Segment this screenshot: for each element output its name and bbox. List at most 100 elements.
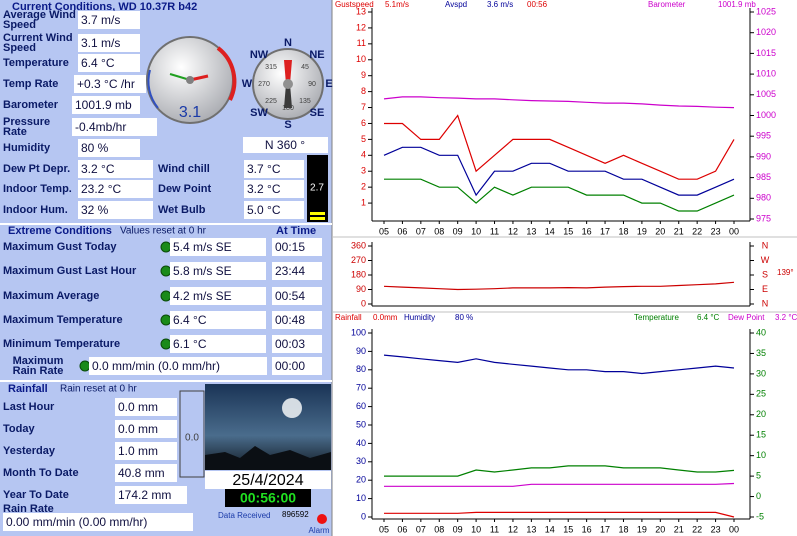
label: Indoor Temp. bbox=[3, 183, 72, 195]
label-box: Temp Rate bbox=[3, 79, 58, 90]
y2-tick-label: 980 bbox=[756, 193, 771, 203]
value: 3.2 °C bbox=[247, 182, 281, 196]
rain-gauge bbox=[179, 390, 205, 478]
value: 3.7 m/s bbox=[81, 13, 120, 27]
bar-value: 2.7 bbox=[310, 183, 324, 194]
value-box bbox=[78, 201, 153, 219]
value: 0.00 mm/min (0.00 mm/hr) bbox=[6, 515, 147, 529]
compass-degree: 90 bbox=[308, 81, 316, 88]
label-box: Yesterday bbox=[3, 446, 55, 457]
compass-degree: 225 bbox=[265, 98, 277, 105]
label-box: Dew Point bbox=[158, 184, 211, 195]
label: Pressure Rate bbox=[3, 116, 51, 138]
y-tick-label: 60 bbox=[356, 401, 366, 411]
label-box: Last Hour bbox=[3, 402, 54, 413]
direction-label: 139° bbox=[777, 268, 794, 277]
section-subtitle: Values reset at 0 hr bbox=[120, 226, 207, 237]
x-tick-label: 13 bbox=[526, 226, 536, 236]
label: Barometer bbox=[3, 99, 59, 111]
label: Rain Rate bbox=[3, 503, 54, 515]
label-box: Humidity bbox=[3, 143, 50, 154]
x-tick-label: 16 bbox=[582, 226, 592, 236]
value-box bbox=[115, 464, 177, 482]
value-box bbox=[78, 54, 140, 72]
header-label: Dew Point bbox=[728, 313, 765, 322]
y-tick-label: 270 bbox=[351, 255, 366, 265]
section-header: At Time bbox=[276, 225, 316, 237]
value: 23.2 °C bbox=[81, 182, 121, 196]
tree-line bbox=[205, 446, 331, 470]
value-box bbox=[89, 357, 267, 375]
value: 32 % bbox=[81, 203, 109, 217]
value-box bbox=[115, 420, 177, 438]
x-tick-label: 00 bbox=[729, 226, 739, 236]
value: 4.2 m/s SE bbox=[173, 289, 232, 303]
value: 3.2 °C bbox=[81, 162, 115, 176]
panel-title: Current Conditions, WD 10.37R b42 bbox=[12, 1, 197, 13]
series-line bbox=[383, 354, 735, 375]
value: 5.4 m/s SE bbox=[173, 240, 232, 254]
x-tick-label: 12 bbox=[508, 226, 518, 236]
label-box: Pressure Rate bbox=[3, 116, 51, 138]
y-tick-label: 20 bbox=[356, 475, 366, 485]
section-title: Rainfall bbox=[8, 383, 48, 395]
x-tick-label: 18 bbox=[618, 226, 628, 236]
clock: 00:56:00 bbox=[240, 490, 296, 506]
header-label: 00:56 bbox=[527, 0, 548, 9]
series-line bbox=[383, 96, 735, 109]
label: Dew Pt Depr. bbox=[3, 163, 71, 175]
gauge-hub bbox=[186, 76, 194, 84]
alarm-light[interactable] bbox=[317, 514, 327, 524]
label-box: Current Wind Speed bbox=[3, 33, 73, 54]
x-tick-label: 18 bbox=[618, 524, 628, 534]
value: 00:48 bbox=[275, 313, 305, 327]
x-tick-label: 15 bbox=[563, 226, 573, 236]
label-box: Maximum Average bbox=[3, 291, 99, 302]
value-box bbox=[74, 75, 146, 93]
value: 5.8 m/s SE bbox=[173, 264, 232, 278]
y-tick-label: 2 bbox=[361, 182, 366, 192]
y-tick-label: 5 bbox=[361, 134, 366, 144]
value: 00:15 bbox=[275, 240, 305, 254]
y2-tick-label: S bbox=[762, 269, 768, 279]
x-tick-label: 15 bbox=[563, 524, 573, 534]
compass-point: W bbox=[242, 78, 253, 90]
x-tick-label: 17 bbox=[600, 226, 610, 236]
y2-tick-label: 35 bbox=[756, 348, 766, 358]
direction: N 360 ° bbox=[265, 138, 305, 152]
label: Minimum Temperature bbox=[3, 338, 121, 350]
label: Indoor Hum. bbox=[3, 204, 68, 216]
value-box bbox=[78, 34, 140, 52]
x-tick-label: 20 bbox=[655, 226, 665, 236]
value: 40.8 mm bbox=[118, 466, 165, 480]
x-tick-label: 08 bbox=[434, 226, 444, 236]
compass-point: NE bbox=[309, 49, 324, 61]
y-tick-label: 70 bbox=[356, 383, 366, 393]
label-box: Year To Date bbox=[3, 490, 69, 501]
y2-tick-label: 1005 bbox=[756, 89, 776, 99]
x-tick-label: 23 bbox=[711, 524, 721, 534]
value: 6.1 °C bbox=[173, 337, 207, 351]
compass-point: S bbox=[284, 119, 291, 131]
value-box bbox=[72, 96, 140, 114]
label-box: Indoor Hum. bbox=[3, 204, 68, 216]
label: Maximum Gust Today bbox=[3, 241, 117, 253]
value-box bbox=[78, 160, 153, 178]
label: Wet Bulb bbox=[158, 204, 206, 216]
series-line bbox=[384, 178, 735, 212]
label: Temperature bbox=[3, 57, 69, 69]
value: 3.1 m/s bbox=[81, 36, 120, 50]
y2-tick-label: 40 bbox=[756, 327, 766, 337]
value: +0.3 °C /hr bbox=[77, 77, 135, 91]
y-tick-label: 11 bbox=[357, 38, 366, 48]
header-label: Gustspeed bbox=[335, 0, 374, 9]
y-tick-label: 40 bbox=[356, 438, 366, 448]
alarm-label: Alarm bbox=[309, 526, 330, 535]
x-tick-label: 06 bbox=[397, 226, 407, 236]
y-tick-label: 90 bbox=[356, 346, 366, 356]
y-tick-label: 13 bbox=[356, 6, 366, 16]
x-tick-label: 16 bbox=[582, 524, 592, 534]
compass-degree: 45 bbox=[301, 64, 309, 71]
value-box bbox=[170, 238, 266, 256]
x-tick-label: 00 bbox=[729, 524, 739, 534]
